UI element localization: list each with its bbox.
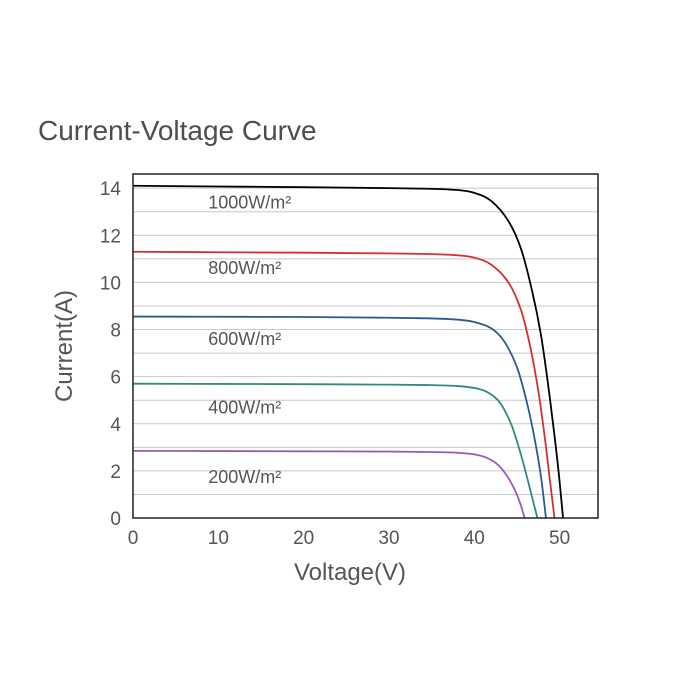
series-label-0: 1000W/m² — [208, 192, 291, 212]
x-tick-labels: 0 10 20 30 40 50 — [128, 528, 570, 549]
plot-frame — [132, 173, 599, 519]
y-tick-label: 8 — [110, 321, 121, 342]
series-line-0 — [132, 184, 564, 519]
x-tick-label: 50 — [549, 528, 570, 549]
y-tick-label: 10 — [100, 273, 121, 294]
series-label-4: 200W/m² — [208, 467, 281, 487]
series-label-1: 800W/m² — [208, 258, 281, 278]
x-axis-label: Voltage(V) — [294, 559, 406, 586]
y-tick-label: 6 — [110, 368, 121, 389]
y-tick-label: 12 — [100, 226, 121, 247]
y-tick-label: 14 — [100, 179, 122, 200]
series-curves — [132, 184, 564, 519]
series-labels: 1000W/m² 800W/m² 600W/m² 400W/m² 200W/m² — [208, 192, 291, 486]
series-line-1 — [132, 250, 556, 519]
y-tick-label: 4 — [110, 415, 121, 436]
x-tick-label: 0 — [128, 528, 139, 549]
y-tick-label: 0 — [110, 509, 121, 530]
y-tick-label: 2 — [110, 462, 121, 483]
x-tick-label: 30 — [378, 528, 399, 549]
series-line-4 — [132, 449, 526, 519]
series-line-2 — [132, 315, 547, 519]
y-axis-label: Current(A) — [51, 290, 78, 402]
x-tick-label: 10 — [208, 528, 229, 549]
chart-title: Current-Voltage Curve — [38, 115, 317, 146]
y-tick-labels: 0 2 4 6 8 10 12 14 — [100, 179, 122, 530]
series-label-2: 600W/m² — [208, 329, 281, 349]
series-label-3: 400W/m² — [208, 397, 281, 417]
series-line-3 — [132, 382, 539, 519]
x-tick-label: 20 — [293, 528, 314, 549]
x-tick-label: 40 — [464, 528, 485, 549]
